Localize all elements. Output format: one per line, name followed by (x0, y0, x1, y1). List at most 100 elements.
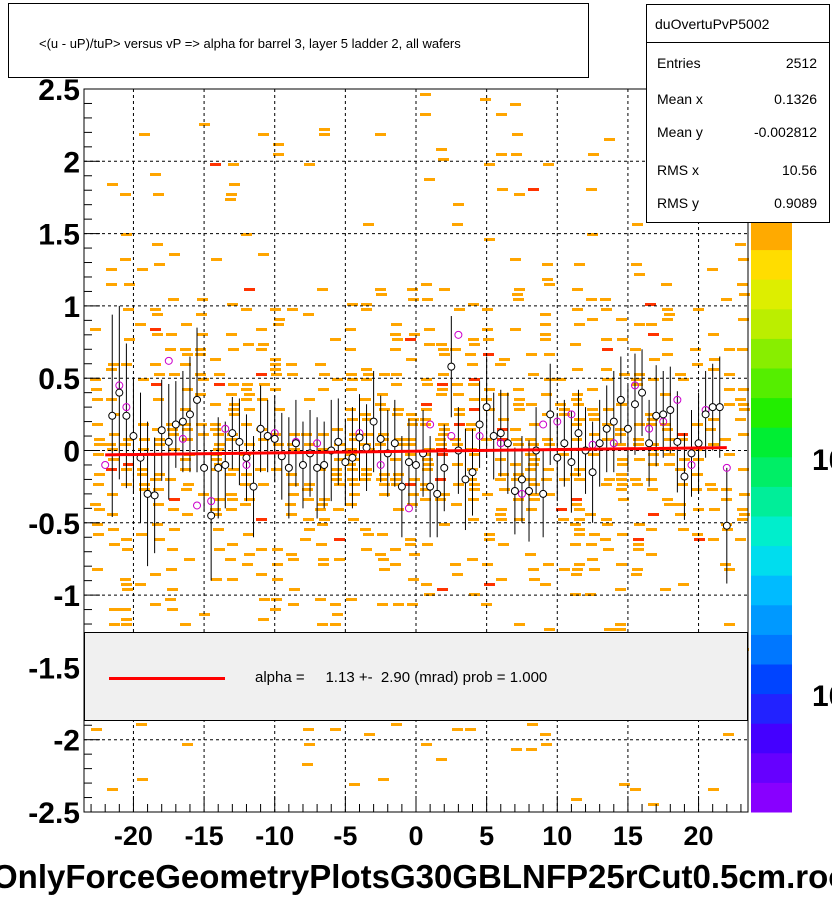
histogram-cell (738, 433, 749, 436)
histogram-cell (226, 393, 237, 396)
histogram-cell (469, 378, 480, 381)
histogram-cell (139, 483, 150, 486)
histogram-cell (720, 438, 731, 441)
colorbar-cell (751, 397, 792, 428)
histogram-cell (542, 438, 553, 441)
histogram-cell (571, 398, 582, 401)
histogram-cell (737, 283, 748, 286)
x-tick-label: 20 (684, 821, 714, 851)
histogram-cell (619, 783, 630, 786)
histogram-cell (91, 728, 102, 731)
histogram-cell (542, 278, 553, 281)
histogram-cell (108, 528, 119, 531)
histogram-cell (393, 603, 404, 606)
histogram-cell (214, 383, 225, 386)
stats-row-mean-y: Mean y -0.002812 (657, 124, 817, 144)
data-point (602, 424, 611, 433)
histogram-cell (360, 478, 371, 481)
histogram-cell (724, 403, 735, 406)
histogram-cell (287, 373, 298, 376)
histogram-cell (662, 338, 673, 341)
colorbar-cell (751, 279, 792, 310)
histogram-cell (165, 478, 176, 481)
histogram-cell (154, 373, 165, 376)
data-point-alt (722, 463, 731, 472)
histogram-cell (286, 363, 297, 366)
histogram-cell (270, 363, 281, 366)
histogram-cell (303, 498, 314, 501)
histogram-cell (123, 308, 134, 311)
histogram-cell (450, 563, 461, 566)
histogram-cell (166, 423, 177, 426)
histogram-cell (271, 598, 282, 601)
histogram-cell (136, 533, 147, 536)
histogram-cell (555, 403, 566, 406)
histogram-cell (436, 758, 447, 761)
histogram-cell (544, 443, 555, 446)
histogram-cell (210, 358, 221, 361)
histogram-cell (390, 458, 401, 461)
histogram-cell (181, 323, 192, 326)
histogram-cell (649, 358, 660, 361)
histogram-cell (349, 438, 360, 441)
histogram-cell (168, 298, 179, 301)
data-point (171, 420, 180, 429)
histogram-cell (544, 378, 555, 381)
fit-legend-text: alpha = 1.13 +- 2.90 (mrad) prob = 1.000 (255, 669, 548, 686)
data-point (461, 475, 470, 484)
histogram-cell (180, 348, 191, 351)
histogram-cell (93, 483, 104, 486)
stats-value: 0.1326 (774, 91, 817, 107)
data-point-alt (475, 432, 484, 441)
histogram-cell (528, 188, 539, 191)
histogram-cell (346, 598, 357, 601)
data-point-alt (404, 504, 413, 513)
histogram-cell (469, 398, 480, 401)
histogram-cell (330, 728, 341, 731)
histogram-cell (225, 473, 236, 476)
histogram-cell (241, 233, 252, 236)
histogram-cell (211, 578, 222, 581)
histogram-cell (513, 473, 524, 476)
histogram-cell (180, 623, 191, 626)
histogram-cell (319, 133, 330, 136)
data-point (157, 426, 166, 435)
histogram-cell (735, 538, 746, 541)
histogram-cell (632, 223, 643, 226)
histogram-cell (709, 358, 720, 361)
histogram-cell (421, 403, 432, 406)
histogram-cell (664, 463, 675, 466)
histogram-cell (92, 523, 103, 526)
histogram-cell (424, 593, 435, 596)
histogram-cell (632, 568, 643, 571)
histogram-cell (229, 413, 240, 416)
histogram-cell (574, 323, 585, 326)
histogram-cell (408, 493, 419, 496)
histogram-cell (168, 508, 179, 511)
histogram-cell (330, 623, 341, 626)
histogram-cell (169, 373, 180, 376)
histogram-cell (229, 403, 240, 406)
histogram-cell (108, 458, 119, 461)
histogram-cell (469, 453, 480, 456)
histogram-cell (137, 473, 148, 476)
histogram-cell (227, 543, 238, 546)
histogram-cell (540, 313, 551, 316)
histogram-cell (616, 488, 627, 491)
histogram-cell (648, 453, 659, 456)
y-tick-label: 2.5 (38, 74, 80, 107)
histogram-cell (317, 288, 328, 291)
histogram-cell (407, 423, 418, 426)
histogram-cell (303, 313, 314, 316)
histogram-cell (422, 298, 433, 301)
histogram-cell (379, 408, 390, 411)
histogram-cell (469, 488, 480, 491)
histogram-cell (468, 338, 479, 341)
histogram-cell (375, 288, 386, 291)
data-point (185, 410, 194, 419)
histogram-cell (513, 443, 524, 446)
histogram-cell (409, 333, 420, 336)
histogram-cell (724, 453, 735, 456)
histogram-cell (587, 318, 598, 321)
histogram-cell (272, 548, 283, 551)
